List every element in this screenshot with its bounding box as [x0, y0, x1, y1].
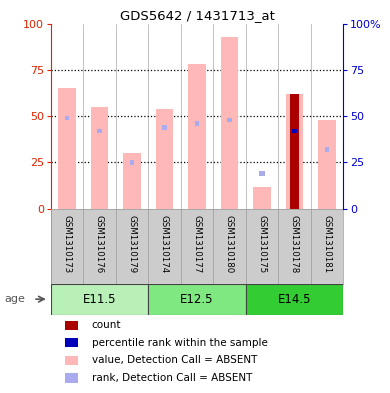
Bar — [285, 94, 303, 209]
Bar — [130, 160, 134, 165]
Bar — [65, 116, 69, 120]
Bar — [246, 284, 343, 314]
Bar — [253, 187, 271, 209]
Bar — [162, 125, 167, 130]
Bar — [90, 107, 108, 209]
Text: GSM1310176: GSM1310176 — [95, 215, 104, 273]
Bar — [66, 321, 78, 330]
Bar — [318, 120, 336, 209]
Bar — [227, 118, 232, 122]
Text: GSM1310173: GSM1310173 — [62, 215, 71, 273]
Text: GSM1310175: GSM1310175 — [257, 215, 266, 273]
Text: GSM1310181: GSM1310181 — [323, 215, 332, 273]
Bar — [98, 129, 101, 133]
Bar — [188, 64, 206, 209]
Text: E12.5: E12.5 — [180, 293, 214, 306]
Bar — [289, 94, 300, 209]
Bar — [156, 109, 174, 209]
Bar — [66, 338, 78, 347]
Bar — [123, 153, 141, 209]
Text: percentile rank within the sample: percentile rank within the sample — [92, 338, 268, 348]
Bar — [58, 88, 76, 209]
Text: rank, Detection Call = ABSENT: rank, Detection Call = ABSENT — [92, 373, 252, 383]
Title: GDS5642 / 1431713_at: GDS5642 / 1431713_at — [119, 9, 275, 22]
Text: GSM1310177: GSM1310177 — [192, 215, 202, 273]
Text: E11.5: E11.5 — [83, 293, 116, 306]
Text: E14.5: E14.5 — [278, 293, 311, 306]
Text: value, Detection Call = ABSENT: value, Detection Call = ABSENT — [92, 355, 257, 365]
Text: age: age — [4, 294, 25, 304]
Bar — [148, 284, 246, 314]
Bar — [66, 356, 78, 365]
Text: GSM1310180: GSM1310180 — [225, 215, 234, 273]
Bar — [259, 171, 265, 176]
Bar — [66, 373, 78, 383]
Text: count: count — [92, 320, 121, 330]
Bar — [292, 130, 296, 135]
Bar — [220, 37, 238, 209]
Text: GSM1310174: GSM1310174 — [160, 215, 169, 273]
Bar — [195, 121, 199, 126]
Text: GSM1310178: GSM1310178 — [290, 215, 299, 273]
Bar — [325, 147, 329, 152]
Bar — [292, 129, 296, 133]
Text: GSM1310179: GSM1310179 — [128, 215, 136, 273]
Bar — [51, 284, 148, 314]
